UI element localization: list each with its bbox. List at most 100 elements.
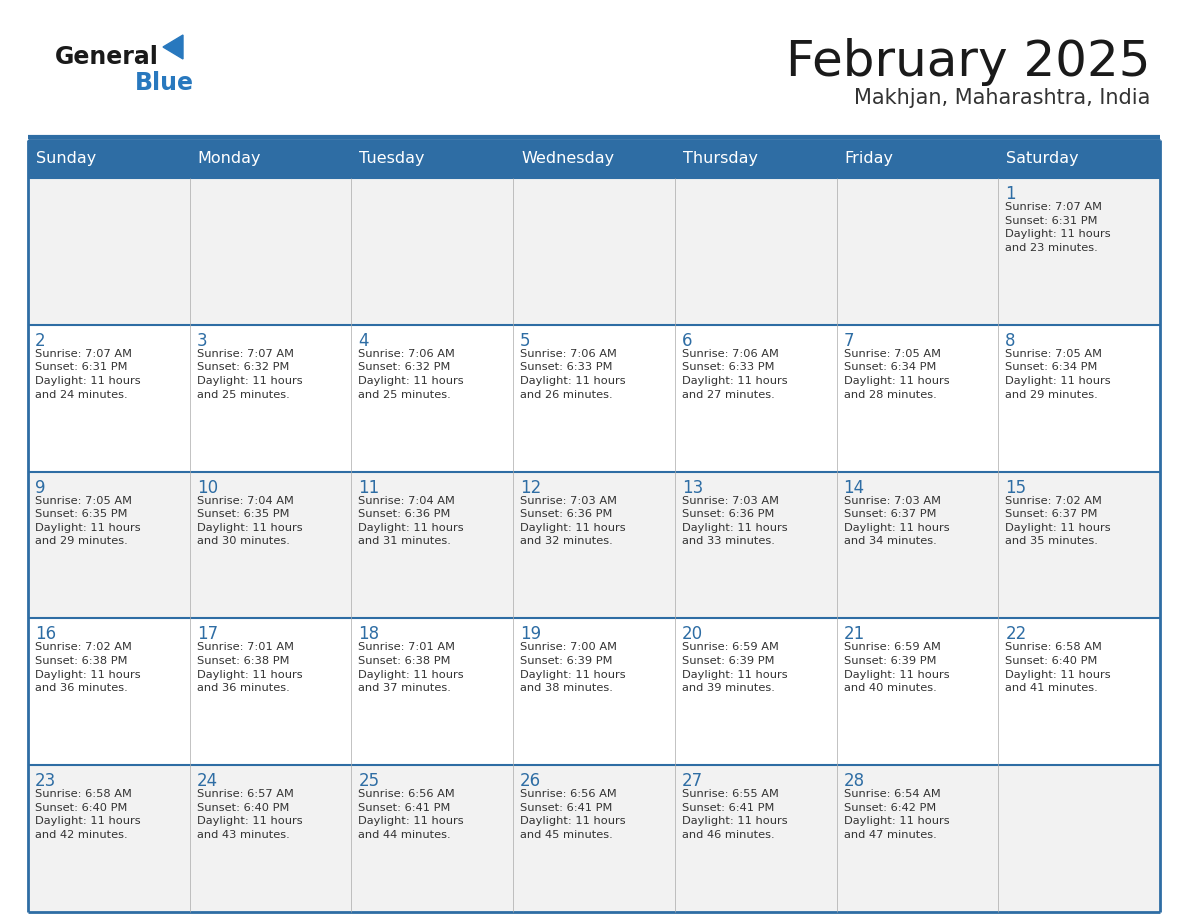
Text: Sunrise: 6:57 AM
Sunset: 6:40 PM
Daylight: 11 hours
and 43 minutes.: Sunrise: 6:57 AM Sunset: 6:40 PM Dayligh… xyxy=(197,789,302,840)
Text: 5: 5 xyxy=(520,331,531,350)
Text: Sunrise: 7:02 AM
Sunset: 6:37 PM
Daylight: 11 hours
and 35 minutes.: Sunrise: 7:02 AM Sunset: 6:37 PM Dayligh… xyxy=(1005,496,1111,546)
Bar xyxy=(352,178,513,325)
Text: Sunrise: 7:01 AM
Sunset: 6:38 PM
Daylight: 11 hours
and 37 minutes.: Sunrise: 7:01 AM Sunset: 6:38 PM Dayligh… xyxy=(359,643,465,693)
Text: Sunrise: 7:07 AM
Sunset: 6:31 PM
Daylight: 11 hours
and 24 minutes.: Sunrise: 7:07 AM Sunset: 6:31 PM Dayligh… xyxy=(34,349,140,399)
Text: 8: 8 xyxy=(1005,331,1016,350)
Text: February 2025: February 2025 xyxy=(785,38,1150,86)
Text: Thursday: Thursday xyxy=(683,151,758,166)
Bar xyxy=(352,472,513,619)
Text: Friday: Friday xyxy=(845,151,893,166)
Text: Tuesday: Tuesday xyxy=(360,151,425,166)
Text: 9: 9 xyxy=(34,478,45,497)
Text: 16: 16 xyxy=(34,625,56,644)
Bar xyxy=(513,325,675,472)
Bar xyxy=(836,619,998,766)
Text: Sunrise: 6:59 AM
Sunset: 6:39 PM
Daylight: 11 hours
and 40 minutes.: Sunrise: 6:59 AM Sunset: 6:39 PM Dayligh… xyxy=(843,643,949,693)
Text: 22: 22 xyxy=(1005,625,1026,644)
Text: 15: 15 xyxy=(1005,478,1026,497)
Bar xyxy=(190,619,352,766)
Text: Sunrise: 6:56 AM
Sunset: 6:41 PM
Daylight: 11 hours
and 44 minutes.: Sunrise: 6:56 AM Sunset: 6:41 PM Dayligh… xyxy=(359,789,465,840)
Text: 23: 23 xyxy=(34,772,56,790)
Text: Saturday: Saturday xyxy=(1006,151,1079,166)
Text: Sunrise: 7:01 AM
Sunset: 6:38 PM
Daylight: 11 hours
and 36 minutes.: Sunrise: 7:01 AM Sunset: 6:38 PM Dayligh… xyxy=(197,643,302,693)
Bar xyxy=(675,472,836,619)
Text: 7: 7 xyxy=(843,331,854,350)
Text: Makhjan, Maharashtra, India: Makhjan, Maharashtra, India xyxy=(854,88,1150,108)
Text: 2: 2 xyxy=(34,331,45,350)
Text: 21: 21 xyxy=(843,625,865,644)
Bar xyxy=(513,766,675,912)
Bar xyxy=(998,178,1159,325)
Text: 6: 6 xyxy=(682,331,693,350)
Bar xyxy=(190,140,352,178)
Text: 20: 20 xyxy=(682,625,703,644)
Bar xyxy=(513,140,675,178)
Bar xyxy=(836,766,998,912)
Text: General: General xyxy=(55,45,159,69)
Text: Sunrise: 7:02 AM
Sunset: 6:38 PM
Daylight: 11 hours
and 36 minutes.: Sunrise: 7:02 AM Sunset: 6:38 PM Dayligh… xyxy=(34,643,140,693)
Text: Wednesday: Wednesday xyxy=(522,151,614,166)
Text: 28: 28 xyxy=(843,772,865,790)
Text: 10: 10 xyxy=(197,478,217,497)
Text: 27: 27 xyxy=(682,772,703,790)
Text: 19: 19 xyxy=(520,625,542,644)
Bar xyxy=(29,472,190,619)
Bar xyxy=(190,472,352,619)
Text: Sunrise: 6:55 AM
Sunset: 6:41 PM
Daylight: 11 hours
and 46 minutes.: Sunrise: 6:55 AM Sunset: 6:41 PM Dayligh… xyxy=(682,789,788,840)
Text: Sunrise: 7:07 AM
Sunset: 6:31 PM
Daylight: 11 hours
and 23 minutes.: Sunrise: 7:07 AM Sunset: 6:31 PM Dayligh… xyxy=(1005,202,1111,252)
Text: Sunrise: 7:03 AM
Sunset: 6:36 PM
Daylight: 11 hours
and 32 minutes.: Sunrise: 7:03 AM Sunset: 6:36 PM Dayligh… xyxy=(520,496,626,546)
Text: Sunrise: 7:06 AM
Sunset: 6:32 PM
Daylight: 11 hours
and 25 minutes.: Sunrise: 7:06 AM Sunset: 6:32 PM Dayligh… xyxy=(359,349,465,399)
Text: Sunrise: 7:05 AM
Sunset: 6:34 PM
Daylight: 11 hours
and 29 minutes.: Sunrise: 7:05 AM Sunset: 6:34 PM Dayligh… xyxy=(1005,349,1111,399)
Bar xyxy=(675,178,836,325)
Bar xyxy=(190,178,352,325)
Text: Monday: Monday xyxy=(197,151,261,166)
Bar xyxy=(352,619,513,766)
Text: Sunrise: 7:05 AM
Sunset: 6:35 PM
Daylight: 11 hours
and 29 minutes.: Sunrise: 7:05 AM Sunset: 6:35 PM Dayligh… xyxy=(34,496,140,546)
Bar xyxy=(998,766,1159,912)
Text: 13: 13 xyxy=(682,478,703,497)
Bar xyxy=(675,619,836,766)
Text: 25: 25 xyxy=(359,772,379,790)
Text: 24: 24 xyxy=(197,772,217,790)
Bar xyxy=(29,619,190,766)
Text: Sunday: Sunday xyxy=(36,151,96,166)
Bar xyxy=(675,325,836,472)
Text: Sunrise: 7:03 AM
Sunset: 6:37 PM
Daylight: 11 hours
and 34 minutes.: Sunrise: 7:03 AM Sunset: 6:37 PM Dayligh… xyxy=(843,496,949,546)
Text: 18: 18 xyxy=(359,625,379,644)
Text: Sunrise: 7:04 AM
Sunset: 6:35 PM
Daylight: 11 hours
and 30 minutes.: Sunrise: 7:04 AM Sunset: 6:35 PM Dayligh… xyxy=(197,496,302,546)
Bar xyxy=(29,178,190,325)
Bar xyxy=(352,140,513,178)
Bar xyxy=(513,178,675,325)
Text: Sunrise: 6:54 AM
Sunset: 6:42 PM
Daylight: 11 hours
and 47 minutes.: Sunrise: 6:54 AM Sunset: 6:42 PM Dayligh… xyxy=(843,789,949,840)
Text: Sunrise: 6:56 AM
Sunset: 6:41 PM
Daylight: 11 hours
and 45 minutes.: Sunrise: 6:56 AM Sunset: 6:41 PM Dayligh… xyxy=(520,789,626,840)
Bar xyxy=(675,766,836,912)
Text: 12: 12 xyxy=(520,478,542,497)
Text: 1: 1 xyxy=(1005,185,1016,203)
Text: Sunrise: 7:06 AM
Sunset: 6:33 PM
Daylight: 11 hours
and 26 minutes.: Sunrise: 7:06 AM Sunset: 6:33 PM Dayligh… xyxy=(520,349,626,399)
Bar xyxy=(998,472,1159,619)
Text: 11: 11 xyxy=(359,478,380,497)
Bar xyxy=(836,140,998,178)
Bar xyxy=(513,619,675,766)
Bar xyxy=(190,766,352,912)
Text: 17: 17 xyxy=(197,625,217,644)
Text: Sunrise: 7:07 AM
Sunset: 6:32 PM
Daylight: 11 hours
and 25 minutes.: Sunrise: 7:07 AM Sunset: 6:32 PM Dayligh… xyxy=(197,349,302,399)
Bar xyxy=(190,325,352,472)
Bar xyxy=(675,140,836,178)
Polygon shape xyxy=(163,35,183,59)
Bar xyxy=(352,325,513,472)
Text: Sunrise: 7:03 AM
Sunset: 6:36 PM
Daylight: 11 hours
and 33 minutes.: Sunrise: 7:03 AM Sunset: 6:36 PM Dayligh… xyxy=(682,496,788,546)
Text: Sunrise: 7:05 AM
Sunset: 6:34 PM
Daylight: 11 hours
and 28 minutes.: Sunrise: 7:05 AM Sunset: 6:34 PM Dayligh… xyxy=(843,349,949,399)
Text: 4: 4 xyxy=(359,331,369,350)
Text: Sunrise: 6:58 AM
Sunset: 6:40 PM
Daylight: 11 hours
and 41 minutes.: Sunrise: 6:58 AM Sunset: 6:40 PM Dayligh… xyxy=(1005,643,1111,693)
Text: 26: 26 xyxy=(520,772,542,790)
Bar xyxy=(998,325,1159,472)
Bar xyxy=(836,472,998,619)
Bar xyxy=(513,472,675,619)
Text: 14: 14 xyxy=(843,478,865,497)
Bar xyxy=(836,178,998,325)
Bar xyxy=(998,140,1159,178)
Text: Sunrise: 7:00 AM
Sunset: 6:39 PM
Daylight: 11 hours
and 38 minutes.: Sunrise: 7:00 AM Sunset: 6:39 PM Dayligh… xyxy=(520,643,626,693)
Bar xyxy=(836,325,998,472)
Text: 3: 3 xyxy=(197,331,208,350)
